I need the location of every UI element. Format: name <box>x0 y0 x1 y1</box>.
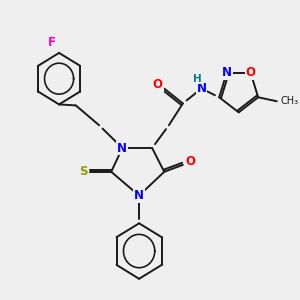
Text: O: O <box>246 66 256 80</box>
Text: N: N <box>196 82 206 95</box>
Text: O: O <box>153 78 163 91</box>
Text: S: S <box>79 165 88 178</box>
Text: N: N <box>222 66 232 80</box>
Text: H: H <box>194 74 202 84</box>
Text: N: N <box>117 142 128 154</box>
Text: N: N <box>134 189 144 202</box>
Text: CH₃: CH₃ <box>280 96 298 106</box>
Text: F: F <box>48 37 56 50</box>
Text: O: O <box>185 155 195 168</box>
